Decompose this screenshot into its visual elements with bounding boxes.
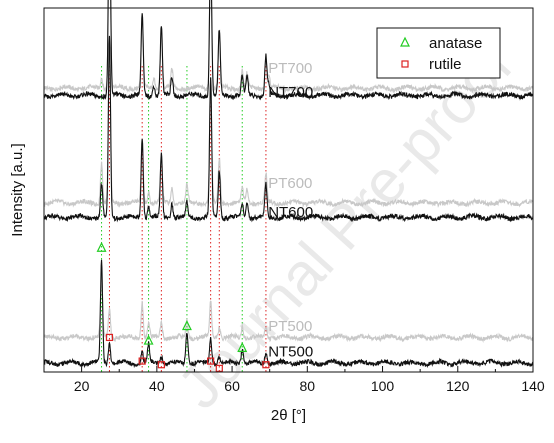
series-label-nt600: NT600 xyxy=(268,204,313,221)
plot-frame xyxy=(43,7,534,373)
series-label-pt700: PT700 xyxy=(268,60,312,77)
anatase-marker xyxy=(143,334,154,345)
legend-anatase-icon xyxy=(400,36,410,47)
series-line-pt600 xyxy=(43,37,534,208)
anatase-marker xyxy=(237,341,248,352)
legend-label-rutile: rutile xyxy=(429,56,462,73)
x-tick-label: 120 xyxy=(446,378,470,394)
series-line-nt500 xyxy=(43,259,534,369)
series-line-nt600 xyxy=(43,35,534,223)
series-group xyxy=(43,0,534,369)
legend-label-anatase: anatase xyxy=(429,35,482,52)
x-axis: 20 40 60 80 100 120 140 xyxy=(43,366,545,394)
y-axis-title: Intensity [a.u.] xyxy=(9,143,26,236)
series-line-pt500 xyxy=(43,277,534,343)
x-tick-label: 100 xyxy=(371,378,395,394)
anatase-marker xyxy=(96,241,107,252)
phase-markers xyxy=(96,241,270,372)
reference-lines xyxy=(101,66,267,372)
series-label-pt500: PT500 xyxy=(268,318,312,335)
series-line-pt700 xyxy=(43,0,534,94)
series-label-nt700: NT700 xyxy=(268,84,313,101)
x-tick-label: 60 xyxy=(224,378,240,394)
series-line-nt700 xyxy=(43,0,534,101)
legend-rutile-icon xyxy=(401,60,409,68)
rutile-marker xyxy=(215,364,223,372)
rutile-marker xyxy=(157,361,165,369)
series-label-nt500: NT500 xyxy=(268,343,313,360)
x-axis-title: 2θ [°] xyxy=(271,407,306,424)
series-label-pt600: PT600 xyxy=(268,175,312,192)
legend-box xyxy=(376,27,501,79)
rutile-marker xyxy=(207,357,215,365)
rutile-marker xyxy=(262,361,270,369)
rutile-marker xyxy=(138,357,146,365)
x-tick-label: 140 xyxy=(521,378,545,394)
x-tick-label: 40 xyxy=(149,378,165,394)
anatase-marker xyxy=(181,320,192,331)
x-tick-label: 80 xyxy=(300,378,316,394)
x-tick-label: 20 xyxy=(74,378,90,394)
rutile-marker xyxy=(105,333,114,342)
legend: anatase rutile xyxy=(376,27,501,79)
series-labels: PT700 NT700 PT600 NT600 PT500 NT500 xyxy=(268,60,313,360)
